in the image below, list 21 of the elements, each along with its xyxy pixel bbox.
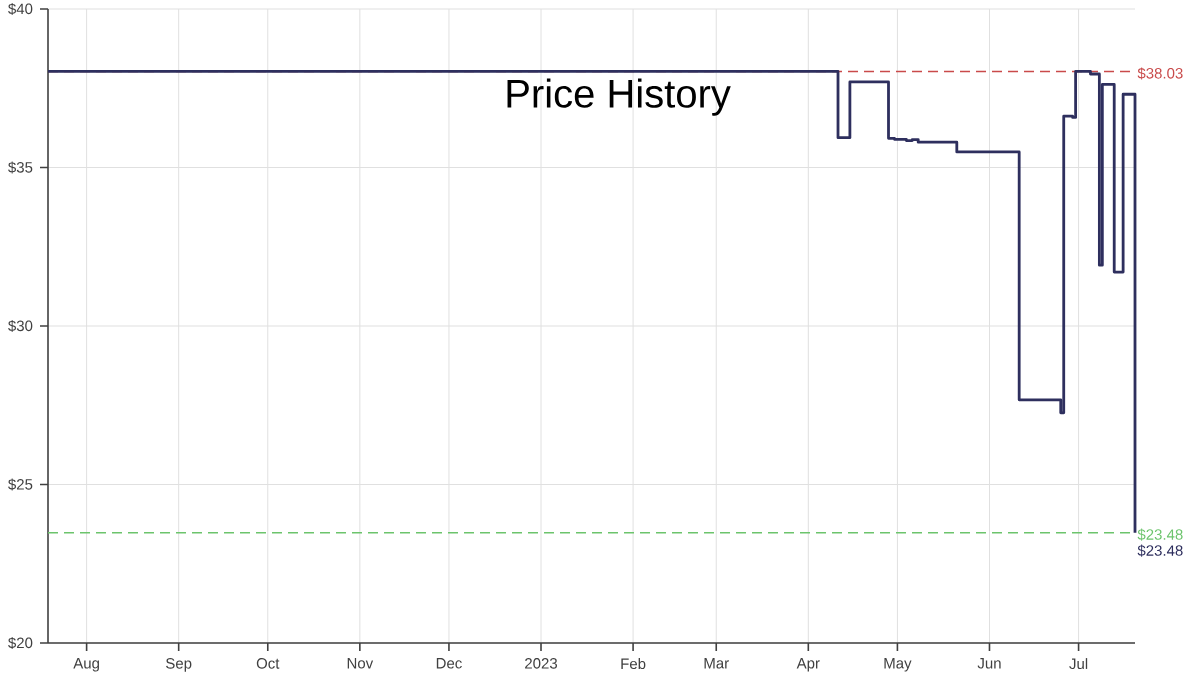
text: Price History	[507, 78, 731, 116]
y-tick-label: $35	[8, 161, 33, 174]
annotation: $23.48	[1137, 544, 1183, 557]
x-tick-label: Nov	[347, 658, 374, 669]
y-tick-label: $30	[8, 319, 33, 333]
x-tick-label: 2023	[525, 658, 558, 669]
x-tick-label: Apr	[796, 658, 820, 672]
x-tick-label: Jun	[977, 658, 1001, 669]
x-tick-label: Dec	[436, 658, 462, 669]
ref-line-label: $23.48	[1137, 528, 1183, 541]
y-tick-label: $40	[8, 2, 33, 16]
ref-line-label: $38.03	[1137, 67, 1183, 80]
x-tick-label: Feb	[621, 658, 646, 670]
x-tick-label: Oct	[256, 658, 280, 669]
x-tick-label: Sep	[166, 658, 192, 672]
y-tick-label: $20	[8, 636, 33, 650]
x-tick-label: Jul	[1069, 658, 1088, 670]
x-tick-label: Aug	[73, 658, 99, 672]
x-tick-label: Mar	[704, 658, 729, 669]
y-tick-label: $25	[8, 478, 33, 491]
x-tick-label: May	[884, 658, 912, 672]
